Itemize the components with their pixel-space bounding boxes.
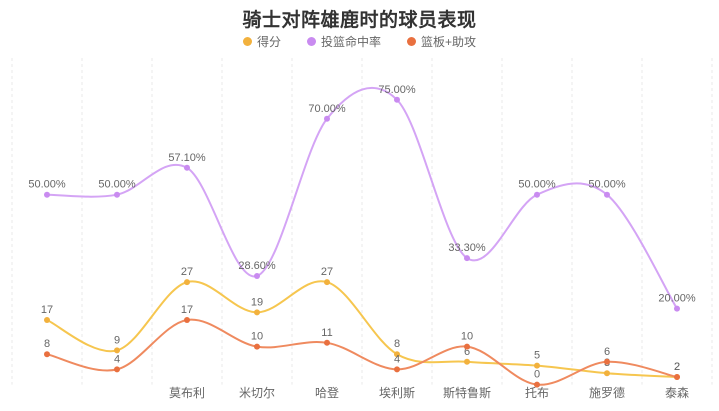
x-axis-label: 哈登 xyxy=(315,385,339,400)
x-axis-label: 斯特鲁斯 xyxy=(443,385,491,400)
data-point-篮板+助攻[interactable] xyxy=(254,343,260,350)
data-point-投篮命中率[interactable] xyxy=(184,164,190,171)
data-label: 70.00% xyxy=(308,103,346,115)
data-label: 33.30% xyxy=(448,242,486,254)
series-line-得分 xyxy=(46,280,678,378)
data-point-得分[interactable] xyxy=(464,358,470,365)
data-label: 50.00% xyxy=(98,179,136,191)
data-label: 27 xyxy=(181,266,193,278)
data-point-投篮命中率[interactable] xyxy=(254,273,260,279)
legend-item-label: 投篮命中率 xyxy=(320,35,381,49)
x-axis-label: 泰森 xyxy=(665,385,689,400)
data-point-得分[interactable] xyxy=(44,317,50,323)
data-point-投篮命中率[interactable] xyxy=(534,191,540,198)
data-point-篮板+助攻[interactable] xyxy=(394,366,400,373)
x-axis-label: 施罗德 xyxy=(589,385,625,400)
data-label: 27 xyxy=(321,266,333,278)
data-point-篮板+助攻[interactable] xyxy=(44,351,50,358)
data-point-得分[interactable] xyxy=(184,279,190,286)
data-point-篮板+助攻[interactable] xyxy=(324,339,330,346)
data-label: 50.00% xyxy=(28,179,66,191)
data-label: 8 xyxy=(44,338,50,350)
data-point-得分[interactable] xyxy=(534,362,540,369)
data-point-投篮命中率[interactable] xyxy=(604,191,610,198)
data-point-得分[interactable] xyxy=(114,347,120,354)
legend: 得分 投篮命中率 篮板+助攻 xyxy=(0,33,719,50)
data-point-篮板+助攻[interactable] xyxy=(604,358,610,365)
data-point-投篮命中率[interactable] xyxy=(324,115,330,122)
legend-item-投篮命中率[interactable]: 投篮命中率 xyxy=(306,33,381,50)
data-point-投篮命中率[interactable] xyxy=(674,305,680,312)
series-line-投篮命中率 xyxy=(46,86,678,310)
data-label: 28.60% xyxy=(238,260,276,272)
data-point-篮板+助攻[interactable] xyxy=(534,381,540,388)
x-axis-label: 莫布利 xyxy=(169,386,205,400)
data-label: 20.00% xyxy=(658,293,696,305)
data-label: 17 xyxy=(181,304,193,316)
data-label: 57.10% xyxy=(168,152,206,164)
legend-marker-icon xyxy=(407,37,416,46)
data-point-投篮命中率[interactable] xyxy=(394,96,400,103)
legend-marker-icon xyxy=(242,37,252,46)
data-label: 4 xyxy=(394,353,400,365)
data-point-投篮命中率[interactable] xyxy=(464,255,470,262)
data-label: 9 xyxy=(114,334,120,346)
data-point-投篮命中率[interactable] xyxy=(114,191,120,198)
data-label: 0 xyxy=(534,369,540,381)
data-label: 10 xyxy=(251,331,263,343)
series-line-篮板+助攻 xyxy=(46,318,678,386)
data-point-篮板+助攻[interactable] xyxy=(674,374,680,380)
data-label: 50.00% xyxy=(588,179,626,191)
data-point-得分[interactable] xyxy=(324,279,330,286)
data-point-篮板+助攻[interactable] xyxy=(464,343,470,350)
data-label: 2 xyxy=(674,361,680,373)
legend-item-label: 篮板+助攻 xyxy=(421,35,477,49)
data-label: 6 xyxy=(464,346,470,358)
data-label: 11 xyxy=(321,327,332,339)
x-axis-label: 米切尔 xyxy=(239,385,275,400)
legend-item-label: 得分 xyxy=(256,35,281,49)
data-point-得分[interactable] xyxy=(254,309,260,316)
legend-item-篮板+助攻[interactable]: 篮板+助攻 xyxy=(407,33,476,50)
data-label: 2 xyxy=(674,361,680,373)
x-axis-label: 埃利斯 xyxy=(379,386,415,400)
data-point-投篮命中率[interactable] xyxy=(44,191,50,198)
legend-marker-icon xyxy=(306,37,316,46)
data-label: 75.00% xyxy=(378,84,416,96)
data-point-篮板+助攻[interactable] xyxy=(114,366,120,373)
data-label: 4 xyxy=(114,353,120,365)
data-label: 17 xyxy=(41,304,53,316)
chart-title: 骑士对阵雄鹿时的球员表现 xyxy=(242,10,477,31)
data-label: 50.00% xyxy=(518,179,556,191)
x-axis-label: 托布 xyxy=(525,386,549,400)
data-point-得分[interactable] xyxy=(394,351,400,358)
data-label: 10 xyxy=(461,331,473,343)
legend-item-得分[interactable]: 得分 xyxy=(242,33,281,50)
data-point-得分[interactable] xyxy=(604,370,610,377)
data-label: 19 xyxy=(251,296,263,308)
data-label: 8 xyxy=(394,338,400,350)
data-label: 6 xyxy=(604,346,610,358)
data-point-篮板+助攻[interactable] xyxy=(184,317,190,323)
data-label: 5 xyxy=(534,350,540,362)
